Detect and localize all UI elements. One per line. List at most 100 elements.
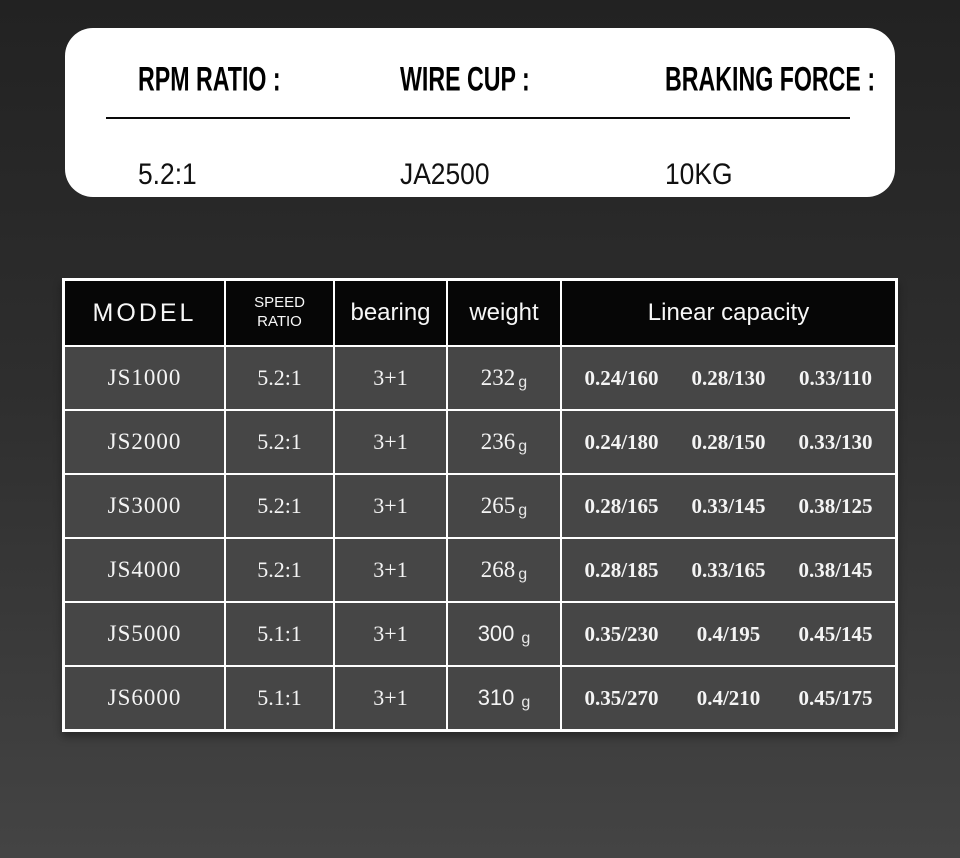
linear-capacity-cell: 0.28/185 0.33/165 0.38/145	[562, 539, 895, 601]
speed-ratio-cell: 5.2:1	[226, 539, 333, 601]
weight-unit: g	[518, 374, 528, 391]
capacity-item-1: 0.28/165	[584, 493, 659, 518]
table-row: JS1000 5.2:1 3+1 232 g 0.24/160 0.28/130 …	[65, 347, 895, 409]
linear-capacity-cell: 0.24/180 0.28/150 0.33/130	[562, 411, 895, 473]
rpm-ratio-value: 5.2:1	[138, 158, 197, 191]
model-text: JS6000	[107, 685, 182, 710]
weight-cell: 265 g	[448, 475, 560, 537]
capacity-item-2: 0.33/145	[691, 493, 766, 518]
capacity-item-3: 0.38/125	[798, 493, 873, 518]
weight-value: 232	[480, 365, 516, 390]
capacity-item-2: 0.28/130	[691, 365, 766, 390]
capacity-item-1: 0.24/180	[584, 429, 659, 454]
capacity-item-3: 0.38/145	[798, 557, 873, 582]
spec-table: MODEL SPEED RATIO bearing weight Linear …	[62, 278, 898, 732]
table-header-row: MODEL SPEED RATIO bearing weight Linear …	[65, 281, 895, 345]
speed-ratio-text: 5.1:1	[257, 685, 302, 710]
capacity-item-1: 0.28/185	[584, 557, 659, 582]
table-row: JS3000 5.2:1 3+1 265 g 0.28/165 0.33/145 …	[65, 475, 895, 537]
model-cell: JS3000	[65, 475, 224, 537]
model-text: JS4000	[107, 557, 182, 582]
capacity-item-1: 0.24/160	[584, 365, 659, 390]
weight-cell: 232 g	[448, 347, 560, 409]
speed-ratio-cell: 5.1:1	[226, 603, 333, 665]
capacity-item-3: 0.45/145	[798, 621, 873, 646]
weight-cell: 236 g	[448, 411, 560, 473]
bearing-text: 3+1	[373, 621, 408, 646]
speed-ratio-text: 5.2:1	[257, 365, 302, 390]
speed-ratio-text: 5.2:1	[257, 557, 302, 582]
weight-unit: g	[518, 566, 528, 583]
weight-cell: 310 g	[448, 667, 560, 729]
model-cell: JS5000	[65, 603, 224, 665]
wire-cup-label: WIRE CUP :	[400, 61, 530, 99]
model-cell: JS1000	[65, 347, 224, 409]
bearing-cell: 3+1	[335, 411, 446, 473]
linear-capacity-cell: 0.28/165 0.33/145 0.38/125	[562, 475, 895, 537]
weight-value: 300	[477, 621, 515, 646]
header-model: MODEL	[65, 281, 224, 345]
table-row: JS2000 5.2:1 3+1 236 g 0.24/180 0.28/150 …	[65, 411, 895, 473]
bearing-text: 3+1	[373, 429, 408, 454]
rpm-ratio-label: RPM RATIO :	[138, 61, 281, 99]
bearing-cell: 3+1	[335, 667, 446, 729]
weight-cell: 300 g	[448, 603, 560, 665]
speed-ratio-text: 5.1:1	[257, 621, 302, 646]
linear-capacity-cell: 0.35/270 0.4/210 0.45/175	[562, 667, 895, 729]
bearing-cell: 3+1	[335, 603, 446, 665]
speed-ratio-cell: 5.1:1	[226, 667, 333, 729]
weight-unit: g	[518, 502, 528, 519]
speed-ratio-cell: 5.2:1	[226, 411, 333, 473]
speed-ratio-text: 5.2:1	[257, 429, 302, 454]
capacity-item-2: 0.33/165	[691, 557, 766, 582]
capacity-item-2: 0.28/150	[691, 429, 766, 454]
weight-value: 265	[480, 493, 516, 518]
spec-card-labels: RPM RATIO : WIRE CUP : BRAKING FORCE :	[65, 28, 895, 99]
capacity-item-2: 0.4/210	[696, 685, 761, 710]
capacity-item-3: 0.33/130	[798, 429, 873, 454]
header-speed-ratio-text: SPEED RATIO	[254, 294, 305, 330]
bearing-text: 3+1	[373, 365, 408, 390]
header-bearing: bearing	[335, 281, 446, 345]
model-text: JS2000	[107, 429, 182, 454]
table-row: JS6000 5.1:1 3+1 310 g 0.35/270 0.4/210 0…	[65, 667, 895, 729]
weight-value: 310	[477, 685, 515, 710]
spec-card-values: 5.2:1 JA2500 10KG	[65, 158, 895, 192]
weight-value: 268	[480, 557, 516, 582]
wire-cup-value: JA2500	[400, 158, 490, 191]
braking-force-label: BRAKING FORCE :	[665, 61, 876, 99]
model-cell: JS2000	[65, 411, 224, 473]
card-divider	[106, 117, 850, 119]
table-row: JS5000 5.1:1 3+1 300 g 0.35/230 0.4/195 0…	[65, 603, 895, 665]
speed-ratio-cell: 5.2:1	[226, 475, 333, 537]
header-linear-capacity: Linear capacity	[562, 281, 895, 345]
bearing-cell: 3+1	[335, 347, 446, 409]
header-speed-ratio: SPEED RATIO	[226, 281, 333, 345]
model-cell: JS6000	[65, 667, 224, 729]
model-text: JS3000	[107, 493, 182, 518]
bearing-text: 3+1	[373, 685, 408, 710]
spec-summary-card: RPM RATIO : WIRE CUP : BRAKING FORCE : 5…	[65, 28, 895, 197]
speed-ratio-cell: 5.2:1	[226, 347, 333, 409]
bearing-cell: 3+1	[335, 539, 446, 601]
braking-force-value: 10KG	[665, 158, 733, 191]
capacity-item-3: 0.45/175	[798, 685, 873, 710]
bearing-text: 3+1	[373, 557, 408, 582]
speed-ratio-text: 5.2:1	[257, 493, 302, 518]
capacity-item-1: 0.35/270	[584, 685, 659, 710]
weight-cell: 268 g	[448, 539, 560, 601]
table-row: JS4000 5.2:1 3+1 268 g 0.28/185 0.33/165 …	[65, 539, 895, 601]
weight-value: 236	[480, 429, 516, 454]
bearing-text: 3+1	[373, 493, 408, 518]
capacity-item-1: 0.35/230	[584, 621, 659, 646]
model-text: JS1000	[107, 365, 182, 390]
header-weight: weight	[448, 281, 560, 345]
model-text: JS5000	[107, 621, 182, 646]
bearing-cell: 3+1	[335, 475, 446, 537]
weight-unit: g	[521, 630, 531, 647]
capacity-item-2: 0.4/195	[696, 621, 761, 646]
weight-unit: g	[521, 694, 531, 711]
linear-capacity-cell: 0.24/160 0.28/130 0.33/110	[562, 347, 895, 409]
weight-unit: g	[518, 438, 528, 455]
capacity-item-3: 0.33/110	[799, 365, 872, 390]
